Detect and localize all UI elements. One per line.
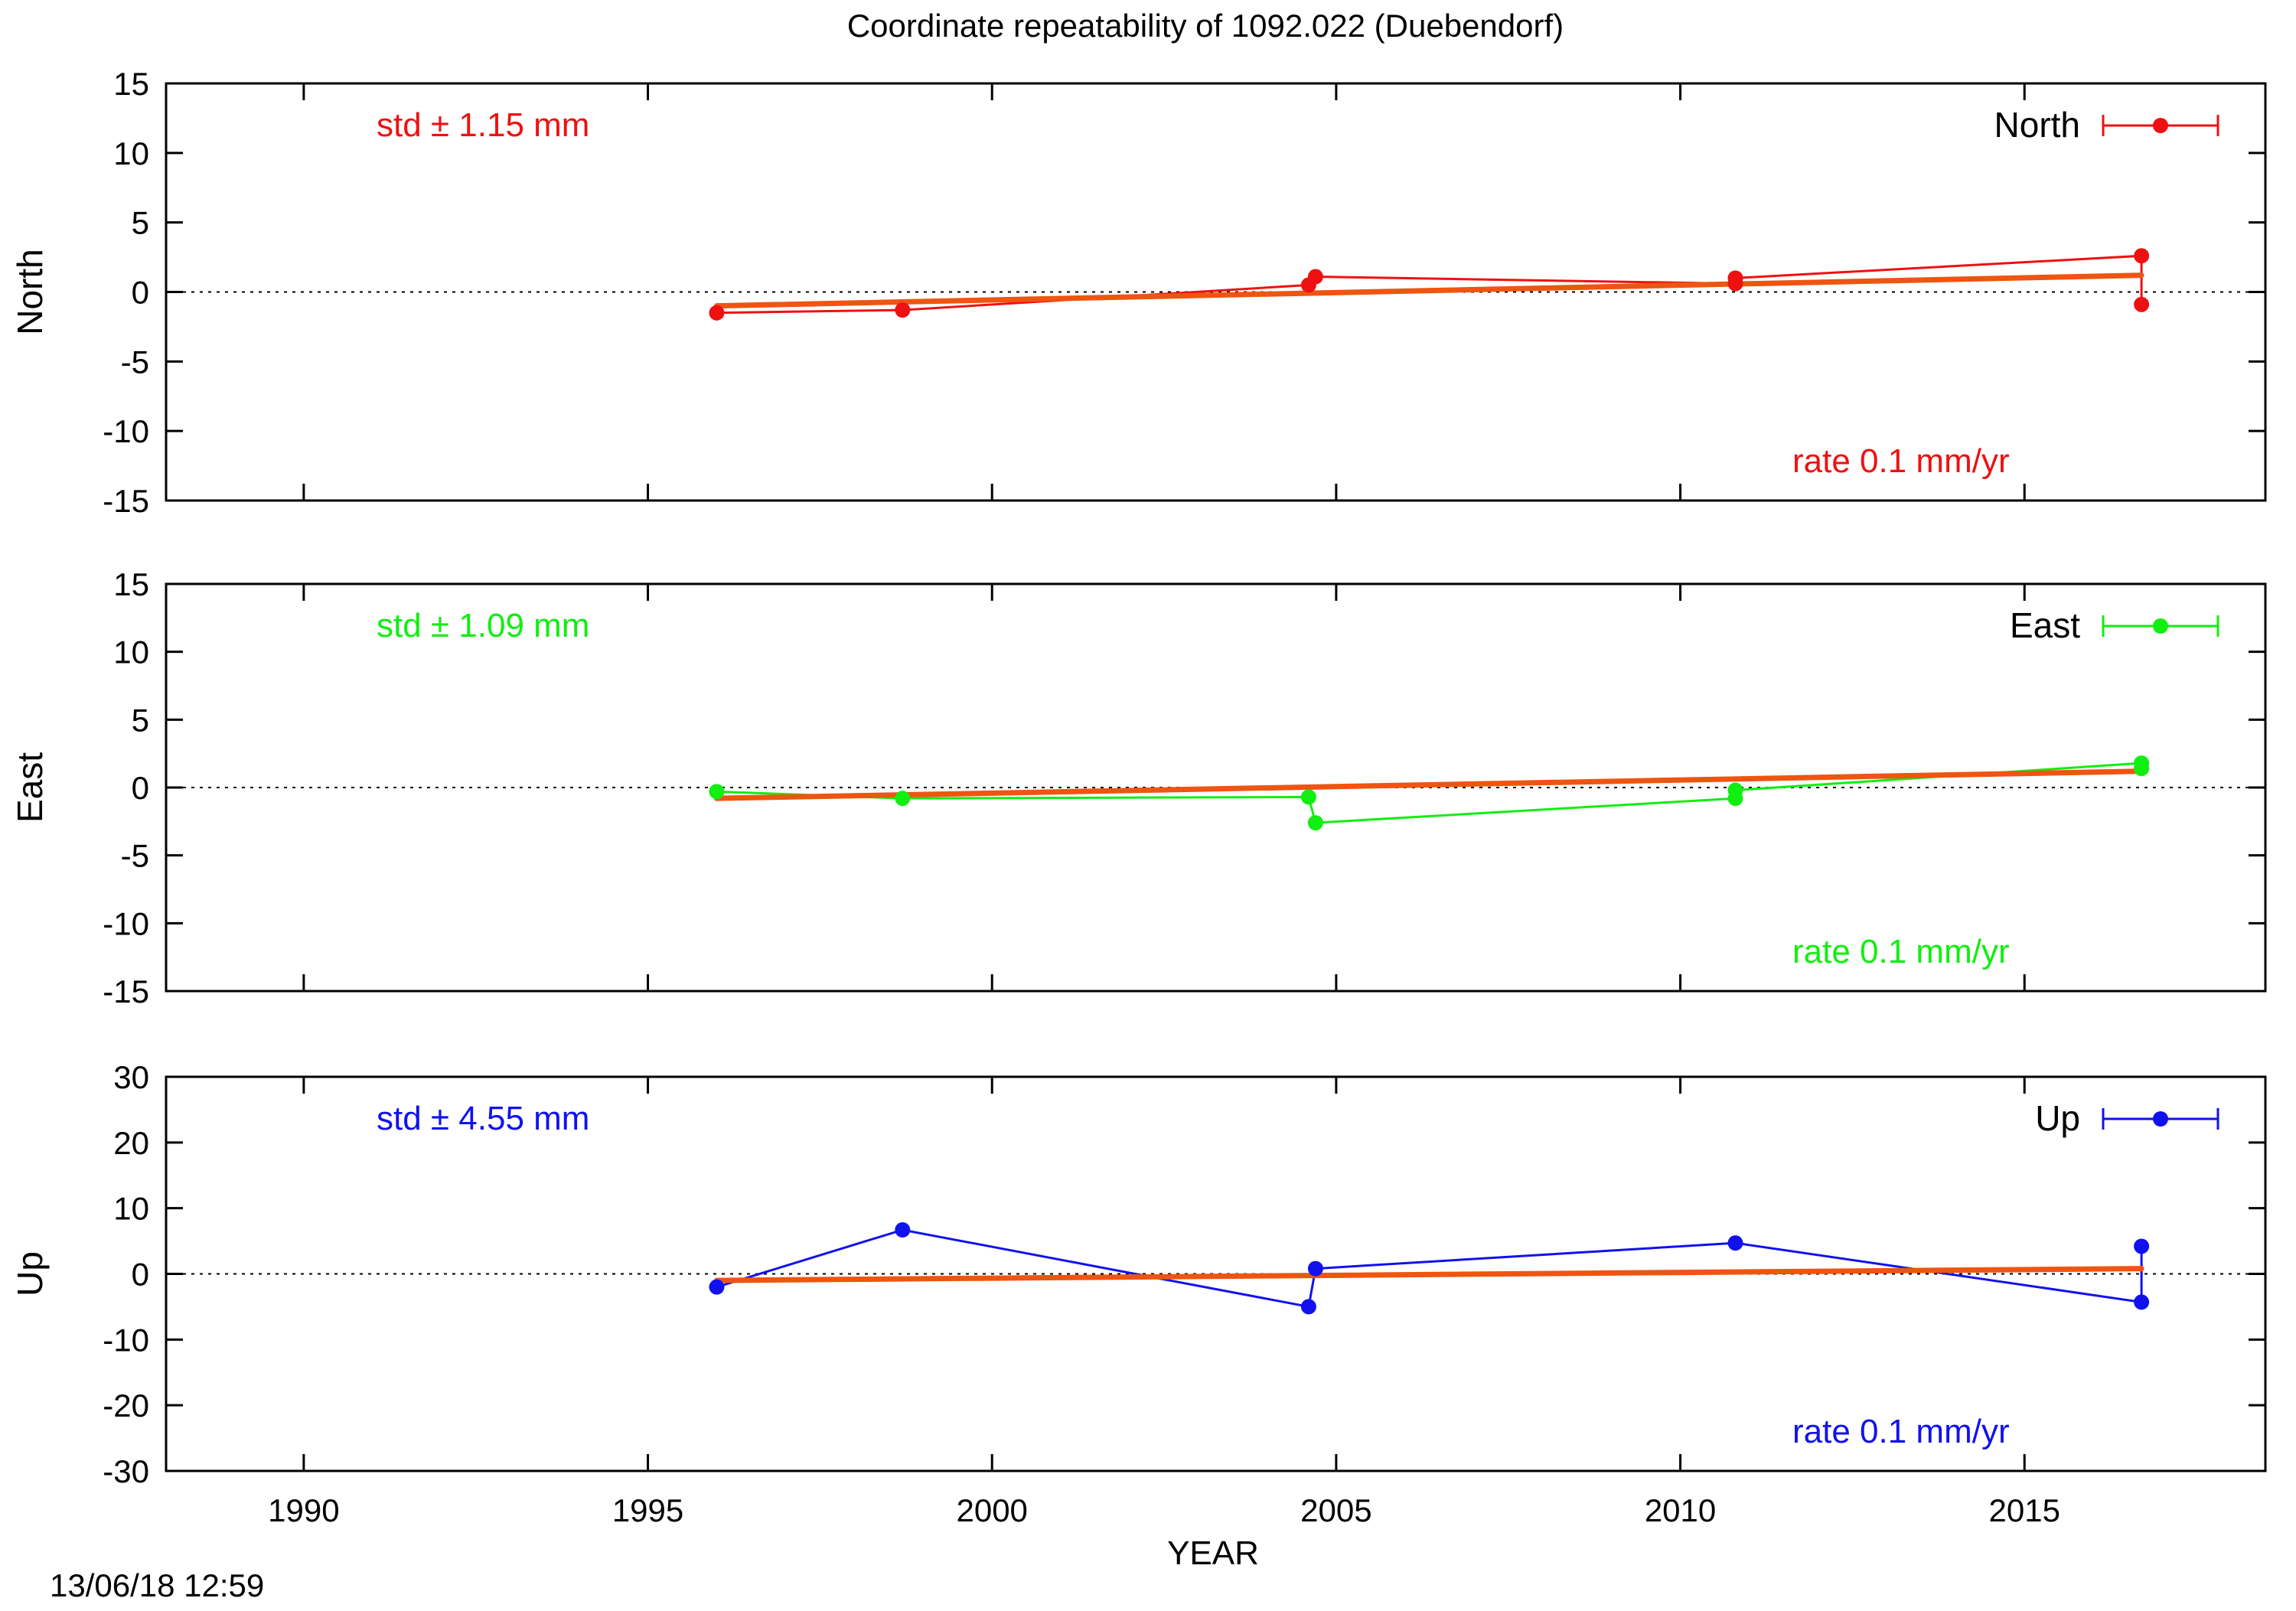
data-point <box>2134 296 2150 312</box>
panel-east: -15 -10 -5 0 5 10 15 East std ± 1.09 mm rate 0.1 … <box>10 566 2267 1009</box>
std-annotation: std ± 1.09 mm <box>377 607 589 644</box>
y-axis-label: Up <box>10 1251 50 1296</box>
data-point <box>895 791 911 807</box>
y-tick-label: 30 <box>113 1059 149 1095</box>
data-point <box>1727 782 1743 798</box>
series-line-north <box>716 254 2143 315</box>
y-tick-label: -10 <box>103 905 149 941</box>
data-point <box>1307 815 1323 831</box>
y-tick-label: 15 <box>113 566 149 602</box>
y-tick-label: -20 <box>103 1388 149 1423</box>
y-tick-label: -15 <box>103 483 149 519</box>
data-point <box>2134 1238 2150 1254</box>
data-point <box>2134 761 2150 777</box>
y-tick-label: 10 <box>113 634 149 670</box>
y-tick-label: -15 <box>103 973 149 1009</box>
y-tick-label: -5 <box>121 344 149 380</box>
data-point <box>1727 270 1743 286</box>
trend-line <box>713 1266 2144 1283</box>
y-tick-label: 0 <box>132 1257 149 1293</box>
x-tick-label: 2000 <box>956 1492 1027 1528</box>
y-tick-label: 5 <box>132 205 149 241</box>
trend-line <box>713 272 2144 309</box>
x-axis-label: YEAR <box>1167 1534 1259 1572</box>
data-point <box>1300 789 1316 805</box>
data-point <box>709 305 725 321</box>
data-point <box>1727 1235 1743 1251</box>
y-tick-label: 10 <box>113 1191 149 1227</box>
plot-frame <box>165 82 2267 502</box>
timestamp: 13/06/18 12:59 <box>50 1567 264 1603</box>
legend-label: East <box>2010 605 2080 645</box>
data-point <box>2134 1294 2150 1310</box>
x-tick-label: 1995 <box>612 1492 683 1528</box>
data-point <box>1300 1299 1316 1315</box>
y-tick-label: 0 <box>132 770 149 806</box>
panel-up: -30 -20 -10 0 10 20 30 1990 1995 2000 2005 2010 2015… <box>10 1059 2267 1528</box>
y-tick-label: 15 <box>113 66 149 102</box>
legend-label: Up <box>2035 1098 2080 1138</box>
legend-marker <box>2153 618 2168 634</box>
data-point <box>709 1279 725 1295</box>
y-axis-label: East <box>10 752 50 823</box>
x-tick-label: 2015 <box>1989 1492 2060 1528</box>
data-point <box>2134 248 2150 264</box>
y-tick-label: -10 <box>103 413 149 449</box>
series-line-east <box>716 761 2143 824</box>
y-tick-label: -10 <box>103 1322 149 1358</box>
rate-annotation: rate 0.1 mm/yr <box>1792 1413 2010 1450</box>
data-point <box>1307 1260 1323 1277</box>
std-annotation: std ± 1.15 mm <box>377 106 589 144</box>
rate-annotation: rate 0.1 mm/yr <box>1792 442 2010 480</box>
std-annotation: std ± 4.55 mm <box>377 1100 589 1137</box>
panel-north: -15 -10 -5 0 5 10 15 North std ± 1.15 mm rate 0.1… <box>10 66 2267 519</box>
data-point <box>1307 269 1323 285</box>
trend-line <box>713 768 2144 801</box>
x-tick-label: 1990 <box>268 1492 339 1528</box>
y-axis-label: North <box>10 249 50 334</box>
y-tick-label: 5 <box>132 702 149 738</box>
data-point <box>709 784 725 800</box>
y-tick-label: 20 <box>113 1125 149 1161</box>
y-tick-label: 10 <box>113 135 149 171</box>
legend-marker <box>2153 118 2168 133</box>
legend-label: North <box>1994 105 2080 145</box>
chart-title: Coordinate repeatability of 1092.022 (Du… <box>847 8 1564 44</box>
data-point <box>895 302 911 318</box>
x-tick-label: 2010 <box>1645 1492 1716 1528</box>
legend-marker <box>2153 1111 2168 1127</box>
rate-annotation: rate 0.1 mm/yr <box>1792 933 2010 970</box>
data-point <box>895 1221 911 1238</box>
y-tick-label: -5 <box>121 838 149 874</box>
y-tick-label: -30 <box>103 1453 149 1489</box>
x-tick-label: 2005 <box>1300 1492 1371 1528</box>
y-tick-label: 0 <box>132 275 149 311</box>
